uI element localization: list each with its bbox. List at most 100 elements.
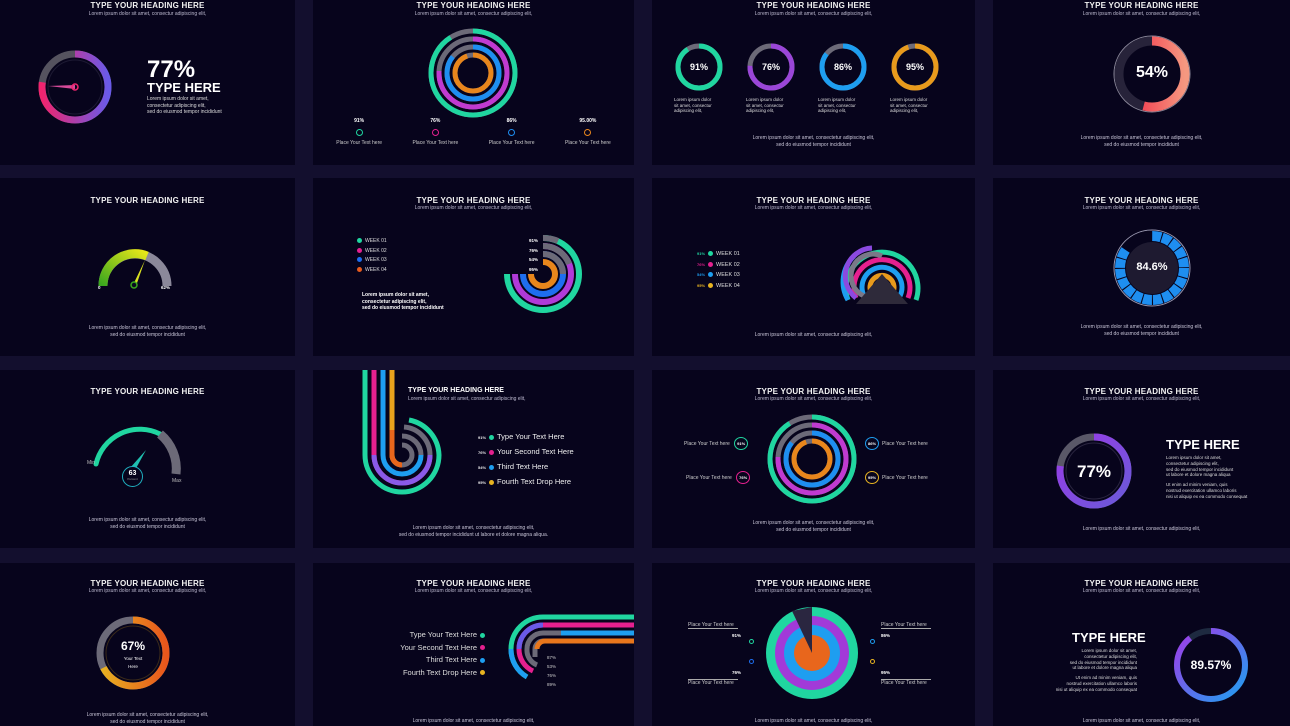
slide-subheading: Lorem ipsum dolor sit amet, consectur ad…: [754, 205, 873, 211]
callout-value: 86%: [881, 633, 891, 638]
slide-2-concentric-rings[interactable]: TYPE YOUR HEADING HERE Lorem ipsum dolor…: [313, 0, 634, 165]
footer-text: Lorem ipsum dolor sit amet, consectur ad…: [754, 718, 873, 724]
slide-subheading: Lorem ipsum dolor sit amet, consectur ad…: [754, 396, 873, 402]
marker-icon: [870, 659, 875, 664]
ring-value: 91%: [689, 62, 708, 72]
legend-item: 91% Type Your Text Here: [478, 432, 565, 441]
value-67: 67%: [120, 639, 146, 653]
arc-rainbow-chart: [840, 245, 921, 304]
slide-heading: TYPE YOUR HEADING HERE: [416, 1, 531, 10]
slide-1-gauge-77[interactable]: TYPE YOUR HEADING HERE Lorem ipsum dolor…: [0, 0, 295, 165]
slide-4-ring-54[interactable]: TYPE YOUR HEADING HERE Lorem ipsum dolor…: [993, 0, 1290, 165]
body-text: Lorem ipsum dolor sit amet,: [147, 96, 209, 102]
footer-text: sed do eiusmod tempor incididunt: [776, 527, 851, 533]
value-84-6: 84.6%: [1136, 261, 1168, 273]
slide-10-pipe-spiral[interactable]: TYPE YOUR HEADING HERE Lorem ipsum dolor…: [313, 370, 634, 548]
slide-9-min-max-gauge[interactable]: TYPE YOUR HEADING HERE 63 Percent Min Ma…: [0, 370, 295, 548]
legend-value: 76%: [430, 118, 441, 124]
body-text: Lorem ipsum dolor: [674, 97, 712, 102]
bar-value: 91%: [529, 238, 539, 243]
ring-chart-77: [38, 50, 112, 124]
bar-value: 95%: [529, 266, 539, 272]
slide-15-radial-pie[interactable]: TYPE YOUR HEADING HERE Lorem ipsum dolor…: [652, 563, 975, 726]
ring-item: 86% Lorem ipsum dolor sit amet, consectur…: [818, 42, 868, 114]
legend-item: 76% Place Your Text here: [400, 118, 470, 146]
legend-caption: Place Your Text here: [488, 140, 535, 146]
slide-11-rings-with-callouts[interactable]: TYPE YOUR HEADING HERE Lorem ipsum dolor…: [652, 370, 975, 548]
gauge-max-label: Max: [172, 478, 182, 484]
slide-3-four-rings[interactable]: TYPE YOUR HEADING HERE Lorem ipsum dolor…: [652, 0, 975, 165]
legend-item: 76% Your Second Text Here: [478, 447, 574, 456]
slide-5-speedometer[interactable]: TYPE YOUR HEADING HERE 0 62% Lorem ipsum…: [0, 178, 295, 356]
ring-chart-67: [96, 616, 170, 690]
body-text: sit amet, consectur: [674, 102, 712, 108]
slide-heading: TYPE YOUR HEADING HERE: [416, 579, 531, 588]
pipe-spiral-chart: [362, 370, 442, 495]
legend-item: 91% Place Your Text here: [324, 118, 394, 146]
type-here-title: TYPE HERE: [1072, 630, 1146, 645]
ring-marker-icon: [584, 129, 592, 136]
body-text: sit amet, consectur: [890, 102, 928, 108]
legend-item: Fourth Text Drop Here: [373, 667, 488, 680]
slide-heading: TYPE YOUR HEADING HERE: [90, 1, 205, 10]
slide-subheading: Lorem ipsum dolor sit amet, consectur ad…: [414, 11, 533, 17]
marker-icon: [870, 639, 875, 644]
footer-text: Lorem ipsum dolor sit amet, consectetur …: [412, 718, 535, 724]
bar-value: 76%: [547, 673, 557, 678]
ring-chart-54: [1113, 35, 1191, 113]
footer-text: sed do eiusmod tempor incididunt: [1104, 142, 1179, 148]
footer-text: Lorem ipsum dolor sit amet, consectetur …: [1080, 135, 1203, 141]
gauge-value-label: 62%: [161, 285, 171, 290]
legend-item: Type Your Text Here: [373, 629, 488, 642]
legend-item: 95.00% Place Your Text here: [553, 118, 623, 146]
concentric-rings-chart: [767, 414, 857, 504]
gauge-value: 63: [128, 470, 137, 477]
footer-text: sed do eiusmod tempor incididunt: [776, 142, 851, 148]
callout-right-top: 86% Place Your Text here: [865, 437, 928, 450]
body-text: consectetur adipiscing elit,: [362, 298, 427, 305]
ring-label: Here: [128, 664, 138, 669]
ring-marker-icon: [431, 129, 439, 136]
ring-item: 76% Lorem ipsum dolor sit amet, consectur…: [746, 42, 796, 114]
body-text: Lorem ipsum dolor: [890, 97, 928, 102]
slide-13-ring-67[interactable]: TYPE YOUR HEADING HERE Lorem ipsum dolor…: [0, 563, 295, 726]
slide-8-segmented-ring[interactable]: TYPE YOUR HEADING HERE Lorem ipsum dolor…: [993, 178, 1290, 356]
bar-value: 54%: [529, 257, 539, 262]
callout-left-bottom: Place Your Text here 76%: [686, 471, 751, 484]
bar-value: 87%: [547, 655, 557, 660]
bar-value: 53%: [547, 664, 557, 669]
ring-chart-77-purple: [1056, 433, 1132, 509]
ring-chart: [891, 43, 939, 91]
slide-12-ring-77-purple[interactable]: TYPE YOUR HEADING HERE Lorem ipsum dolor…: [993, 370, 1290, 548]
callout-value: 76%: [732, 670, 742, 675]
marker-icon: [749, 659, 754, 664]
body-text: sit amet, consectur: [746, 102, 784, 108]
spiral-bar-chart: [504, 235, 582, 313]
body-text: Lorem ipsum dolor sit amet,: [362, 292, 429, 298]
callout-right-bottom: 95% Place Your Text here: [865, 471, 928, 484]
slide-16-ring-89-57[interactable]: TYPE YOUR HEADING HERE Lorem ipsum dolor…: [993, 563, 1290, 726]
legend-item: 54% Third Text Here: [478, 462, 549, 471]
ring-chart: [819, 43, 867, 91]
slide-14-horizontal-pipes[interactable]: TYPE YOUR HEADING HERE Lorem ipsum dolor…: [313, 563, 634, 726]
callout-value: 95%: [881, 670, 891, 675]
slide-heading: TYPE YOUR HEADING HERE: [408, 387, 504, 394]
legend-caption: Place Your Text here: [564, 140, 611, 146]
slide-heading: TYPE YOUR HEADING HERE: [756, 196, 871, 205]
gauge-value-circle: 63 Percent: [122, 466, 143, 487]
slide-subheading: Lorem ipsum dolor sit amet, consectur ad…: [1082, 396, 1201, 402]
ring-value: 76%: [761, 62, 780, 72]
segmented-ring-chart: [1113, 229, 1191, 307]
callout-label: Place Your Text here: [688, 679, 738, 686]
legend-item-week-04: 95% WEEK 04: [697, 282, 740, 289]
slide-subheading: Lorem ipsum dolor sit amet, consectur ad…: [754, 11, 873, 17]
legend-caption: Place Your Text here: [336, 140, 383, 146]
slide-7-arc-rainbow[interactable]: TYPE YOUR HEADING HERE Lorem ipsum dolor…: [652, 178, 975, 356]
footer-text: sed do eiusmod tempor incididunt: [110, 524, 185, 530]
footer-text: Lorem ipsum dolor sit amet, consectetur …: [1080, 324, 1203, 330]
bar-value: 89%: [547, 682, 557, 687]
footer-text: Lorem ipsum dolor sit amet, consectur ad…: [88, 517, 207, 523]
slide-6-weekly-spiral[interactable]: TYPE YOUR HEADING HERE Lorem ipsum dolor…: [313, 178, 634, 356]
legend-item-week-01: WEEK 01: [357, 237, 387, 247]
body-text: adipiscing elit,: [890, 108, 919, 113]
